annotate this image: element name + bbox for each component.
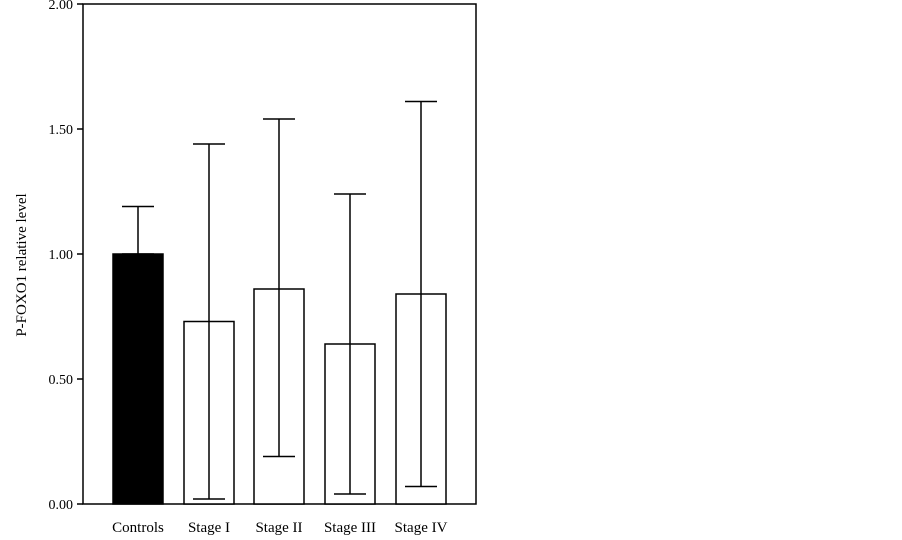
y-axis-title: P-FOXO1 relative level (14, 193, 30, 336)
y-tick-label: 2.00 (49, 0, 74, 13)
error-bars (122, 100, 437, 500)
bar (112, 253, 164, 505)
x-category-label: Stage I (188, 520, 230, 536)
x-category-label: Controls (112, 520, 164, 536)
y-tick-label: 0.00 (49, 498, 74, 513)
y-tick-label: 1.00 (49, 248, 74, 263)
x-category-label: Stage II (255, 520, 302, 536)
x-axis-labels: Controls Stage I Stage II Stage III Stage IV (112, 520, 447, 536)
y-axis-ticks: 0.00 0.50 1.00 1.50 2.00 (49, 0, 83, 513)
y-tick-label: 0.50 (49, 373, 74, 388)
x-category-label: Stage IV (395, 520, 448, 536)
x-category-label: Stage III (324, 520, 376, 536)
y-tick-label: 1.50 (49, 123, 74, 138)
